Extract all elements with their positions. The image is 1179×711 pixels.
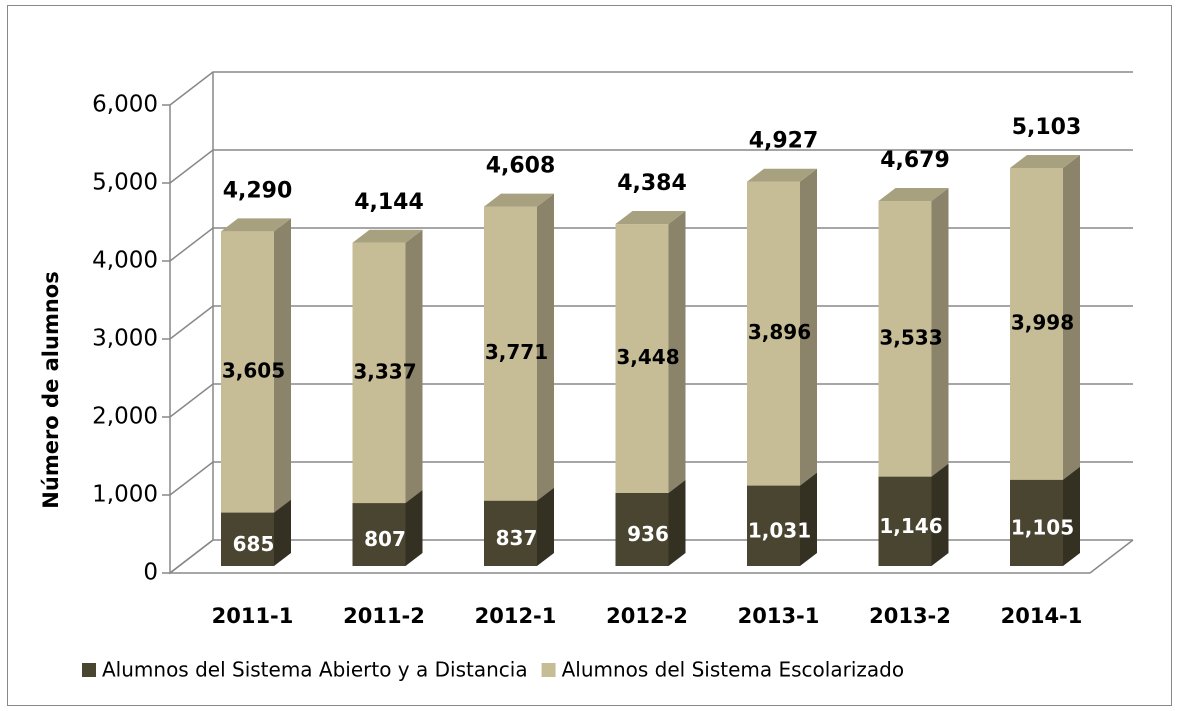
value-label: 3,448: [616, 345, 679, 369]
value-label: 3,896: [748, 320, 811, 344]
bar-side: [800, 472, 817, 566]
bar-top: [878, 188, 949, 202]
value-label: 685: [233, 532, 275, 556]
bar-side: [931, 463, 949, 566]
x-tick-label: 2013-2: [869, 604, 951, 628]
value-label: 1,031: [748, 518, 811, 542]
bar-side: [931, 188, 949, 477]
value-label: 3,771: [485, 340, 548, 364]
bar-segment: [1010, 479, 1063, 566]
y-tick-label: 1,000: [92, 482, 158, 508]
bar-side: [274, 218, 291, 513]
y-tick-label: 6,000: [92, 92, 158, 118]
bar-top: [615, 211, 686, 225]
bar-segment: [615, 224, 669, 493]
total-label: 4,290: [223, 178, 293, 203]
y-tick-label: 4,000: [92, 248, 158, 274]
bar-side: [668, 211, 686, 493]
total-label: 4,679: [880, 148, 950, 173]
value-label: 3,533: [879, 325, 942, 349]
bar-segment: [747, 485, 800, 566]
y-tick-label: 5,000: [92, 170, 158, 196]
bar-side: [537, 487, 554, 566]
value-label: 837: [496, 526, 538, 550]
bar-segment: [221, 231, 274, 513]
bar-segment: [747, 181, 800, 486]
total-label: 4,608: [486, 154, 556, 179]
value-label: 1,105: [1011, 515, 1074, 539]
grid-line: [169, 383, 1133, 418]
x-tick-label: 2012-2: [606, 604, 688, 628]
bar-segment: [484, 500, 537, 566]
grid-line: [169, 227, 1133, 262]
grid-line: [169, 539, 1133, 574]
y-tick-label: 2,000: [92, 404, 158, 430]
total-label: 5,103: [1012, 115, 1082, 140]
grid-line: [169, 305, 1133, 340]
grid-line: [169, 461, 1133, 496]
bar-segment: [615, 492, 669, 566]
value-label: 3,605: [222, 358, 285, 382]
x-tick-label: 2014-1: [1001, 604, 1083, 628]
total-label: 4,927: [749, 129, 819, 154]
bar-side: [1063, 466, 1080, 566]
bar-segment: [878, 476, 932, 566]
legend-swatch: [541, 663, 556, 677]
value-label: 936: [627, 522, 669, 546]
bar-top: [1010, 154, 1080, 168]
chart-border: [7, 5, 1172, 706]
bar-top: [747, 168, 817, 182]
value-label: 807: [364, 527, 406, 551]
bar-side: [800, 168, 817, 486]
bar-segment: [352, 503, 406, 566]
bar-side: [405, 229, 423, 504]
bar-segment: [221, 512, 274, 566]
bar-segment: [484, 206, 537, 501]
grid-line: [169, 71, 1133, 106]
bar-segment: [1010, 167, 1063, 480]
x-tick-label: 2012-1: [475, 604, 557, 628]
bar-side: [274, 499, 291, 566]
value-label: 3,998: [1011, 310, 1074, 334]
bar-side: [1063, 154, 1080, 480]
bar-side: [668, 479, 686, 566]
y-axis-label: Número de alumnos: [39, 271, 63, 508]
x-tick-label: 2013-1: [738, 604, 820, 628]
legend-swatch: [82, 663, 96, 677]
floor: [170, 539, 1134, 574]
y-tick-label: 0: [143, 560, 158, 586]
grid-line: [169, 149, 1133, 184]
bar-side: [405, 490, 423, 566]
bar-top: [484, 193, 554, 207]
legend-label: Alumnos del Sistema Abierto y a Distanci…: [102, 658, 528, 682]
bar-segment: [352, 242, 406, 504]
x-tick-label: 2011-2: [343, 604, 425, 628]
total-label: 4,144: [354, 190, 424, 215]
bar-top: [221, 218, 291, 232]
bar-side: [537, 193, 554, 501]
y-tick-label: 3,000: [92, 326, 158, 352]
legend-label: Alumnos del Sistema Escolarizado: [562, 658, 904, 682]
bar-segment: [878, 201, 932, 477]
value-label: 1,146: [879, 514, 942, 538]
value-label: 3,337: [353, 359, 416, 383]
total-label: 4,384: [617, 171, 687, 196]
x-tick-label: 2011-1: [212, 604, 294, 628]
bar-top: [352, 229, 423, 243]
